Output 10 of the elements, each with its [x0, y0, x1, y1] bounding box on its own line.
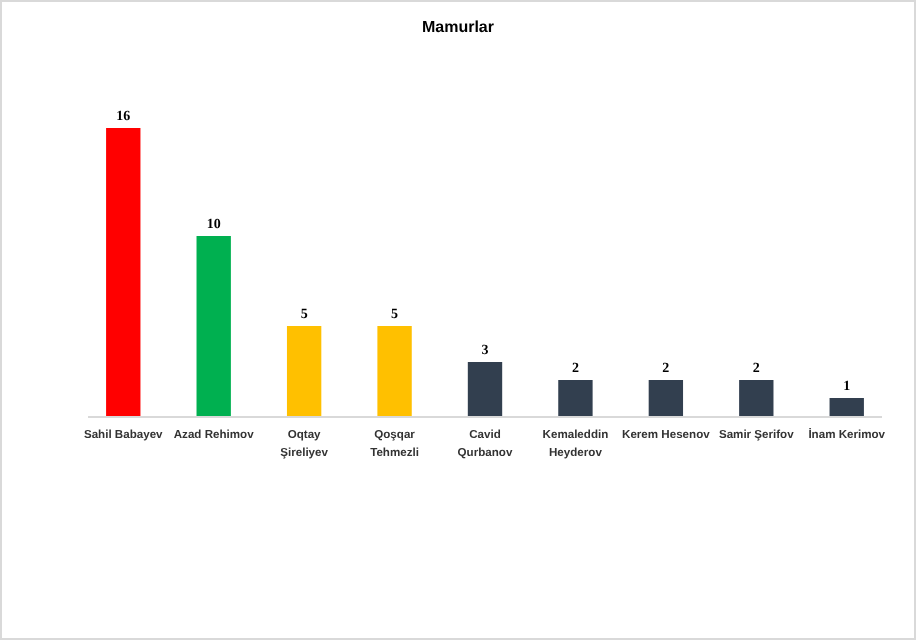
bar [286, 326, 322, 416]
bar [739, 380, 774, 416]
chart-title: Mamurlar [421, 18, 495, 36]
bar [196, 236, 231, 416]
bar [648, 380, 684, 416]
bar [829, 398, 864, 416]
bar [106, 128, 141, 416]
bar [558, 380, 593, 416]
bar [467, 362, 503, 416]
bar [377, 326, 412, 416]
